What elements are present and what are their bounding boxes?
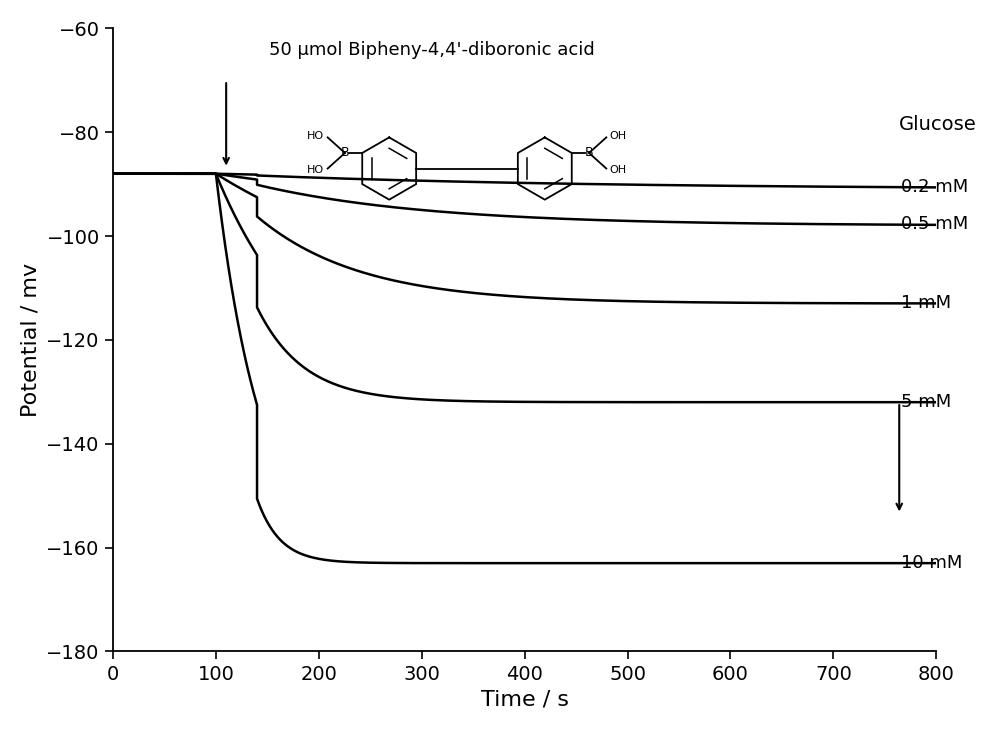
Y-axis label: Potential / mv: Potential / mv	[21, 263, 41, 417]
Text: 0.2 mM: 0.2 mM	[901, 177, 968, 196]
Text: 5 mM: 5 mM	[901, 393, 951, 411]
Text: Glucose: Glucose	[899, 115, 977, 134]
X-axis label: Time / s: Time / s	[481, 689, 569, 709]
Text: 10 mM: 10 mM	[901, 554, 962, 572]
Text: 50 μmol Bipheny-4,4'-diboronic acid: 50 μmol Bipheny-4,4'-diboronic acid	[269, 42, 595, 59]
Text: 1 mM: 1 mM	[901, 294, 951, 312]
Text: 0.5 mM: 0.5 mM	[901, 215, 968, 233]
